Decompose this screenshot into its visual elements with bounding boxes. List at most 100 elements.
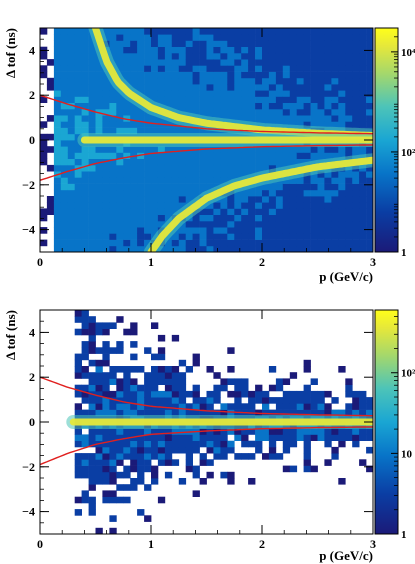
heatmap-cell — [310, 108, 318, 116]
heatmap-cell — [192, 108, 200, 116]
heatmap-cell — [95, 115, 103, 122]
heatmap-cell — [192, 465, 200, 473]
heatmap-cell — [199, 233, 207, 240]
heatmap-cell — [130, 46, 138, 54]
heatmap-cell — [345, 115, 353, 122]
heatmap-cell — [88, 102, 96, 110]
heatmap-cell — [303, 220, 311, 228]
heatmap-cell — [102, 428, 110, 435]
heatmap-cell — [130, 459, 138, 466]
heatmap-cell — [53, 152, 62, 159]
heatmap-cell — [144, 71, 152, 79]
heatmap-cell — [213, 40, 221, 47]
heatmap-cell — [275, 189, 284, 197]
heatmap-cell — [81, 183, 89, 191]
heatmap-cell — [227, 390, 235, 398]
heatmap-cell — [185, 196, 193, 203]
heatmap-cell — [88, 59, 96, 66]
heatmap-cell — [157, 446, 166, 454]
heatmap-cell — [74, 214, 82, 222]
heatmap-cell — [289, 390, 298, 398]
heatmap-cell — [74, 509, 82, 516]
heatmap-cell — [310, 90, 318, 97]
heatmap-cell — [123, 102, 131, 110]
heatmap-cell — [185, 453, 193, 460]
heatmap-cell — [88, 220, 96, 228]
heatmap-cell — [60, 71, 69, 79]
heatmap-cell — [185, 46, 193, 54]
heatmap-cell — [352, 403, 360, 410]
heatmap-cell — [171, 84, 180, 91]
heatmap-cell — [102, 341, 110, 348]
heatmap-cell — [95, 77, 103, 85]
heatmap-cell — [95, 102, 103, 110]
heatmap-cell — [268, 227, 277, 234]
heatmap-cell — [109, 428, 117, 435]
heatmap-cell — [248, 390, 256, 398]
heatmap-cell — [282, 108, 291, 116]
heatmap-cell — [255, 59, 263, 66]
heatmap-cell — [130, 409, 138, 417]
heatmap-cell — [359, 245, 367, 252]
heatmap-cell — [282, 46, 291, 54]
heatmap-cell — [275, 434, 284, 441]
heatmap-cell — [310, 115, 318, 122]
heatmap-cell — [310, 403, 318, 410]
heatmap-cell — [255, 96, 263, 103]
heatmap-cell — [359, 84, 367, 91]
heatmap-cell — [67, 171, 76, 178]
heatmap-cell — [275, 90, 284, 97]
heatmap-cell — [74, 409, 82, 417]
heatmap-cell — [123, 446, 131, 454]
heatmap-cell — [40, 121, 48, 128]
heatmap-cell — [282, 177, 291, 184]
heatmap-cell — [227, 214, 235, 222]
heatmap-cell — [151, 171, 159, 178]
heatmap-cell — [74, 146, 82, 153]
heatmap-cell — [109, 183, 117, 191]
heatmap-cell — [352, 146, 360, 153]
heatmap-cell — [102, 471, 110, 479]
heatmap-cell — [60, 52, 69, 60]
heatmap-cell — [241, 189, 249, 197]
heatmap-cell — [171, 372, 180, 379]
heatmap-cell — [137, 384, 145, 392]
heatmap-cell — [345, 34, 353, 41]
heatmap-cell — [88, 189, 96, 197]
heatmap-cell — [53, 71, 62, 79]
heatmap-cell — [53, 133, 62, 141]
heatmap-cell — [53, 108, 62, 116]
heatmap-cell — [40, 52, 48, 60]
heatmap-cell — [46, 202, 55, 209]
heatmap-cell — [331, 65, 339, 72]
heatmap-cell — [213, 245, 221, 252]
heatmap-cell — [151, 366, 159, 373]
heatmap-cell — [248, 84, 256, 91]
heatmap-cell — [67, 84, 76, 91]
heatmap-cell — [296, 196, 304, 203]
heatmap-cell — [227, 59, 235, 66]
heatmap-cell — [345, 40, 353, 47]
heatmap-cell — [248, 440, 256, 448]
heatmap-cell — [151, 59, 159, 66]
heatmap-cell — [352, 227, 360, 234]
heatmap-cell — [331, 146, 339, 153]
heatmap-cell — [227, 115, 235, 122]
heatmap-cell — [157, 71, 166, 79]
heatmap-cell — [234, 108, 242, 116]
heatmap-cell — [213, 46, 221, 54]
heatmap-cell — [262, 108, 270, 116]
heatmap-cell — [241, 208, 249, 215]
heatmap-cell — [178, 409, 187, 417]
heatmap-cell — [130, 397, 138, 404]
heatmap-cell — [81, 227, 89, 234]
heatmap-cell — [255, 189, 263, 197]
heatmap-cell — [102, 127, 110, 135]
heatmap-cell — [178, 183, 187, 191]
heatmap-cell — [157, 428, 166, 435]
heatmap-cell — [282, 196, 291, 203]
heatmap-cell — [275, 59, 284, 66]
heatmap-cell — [137, 71, 145, 79]
heatmap-cell — [282, 390, 291, 398]
